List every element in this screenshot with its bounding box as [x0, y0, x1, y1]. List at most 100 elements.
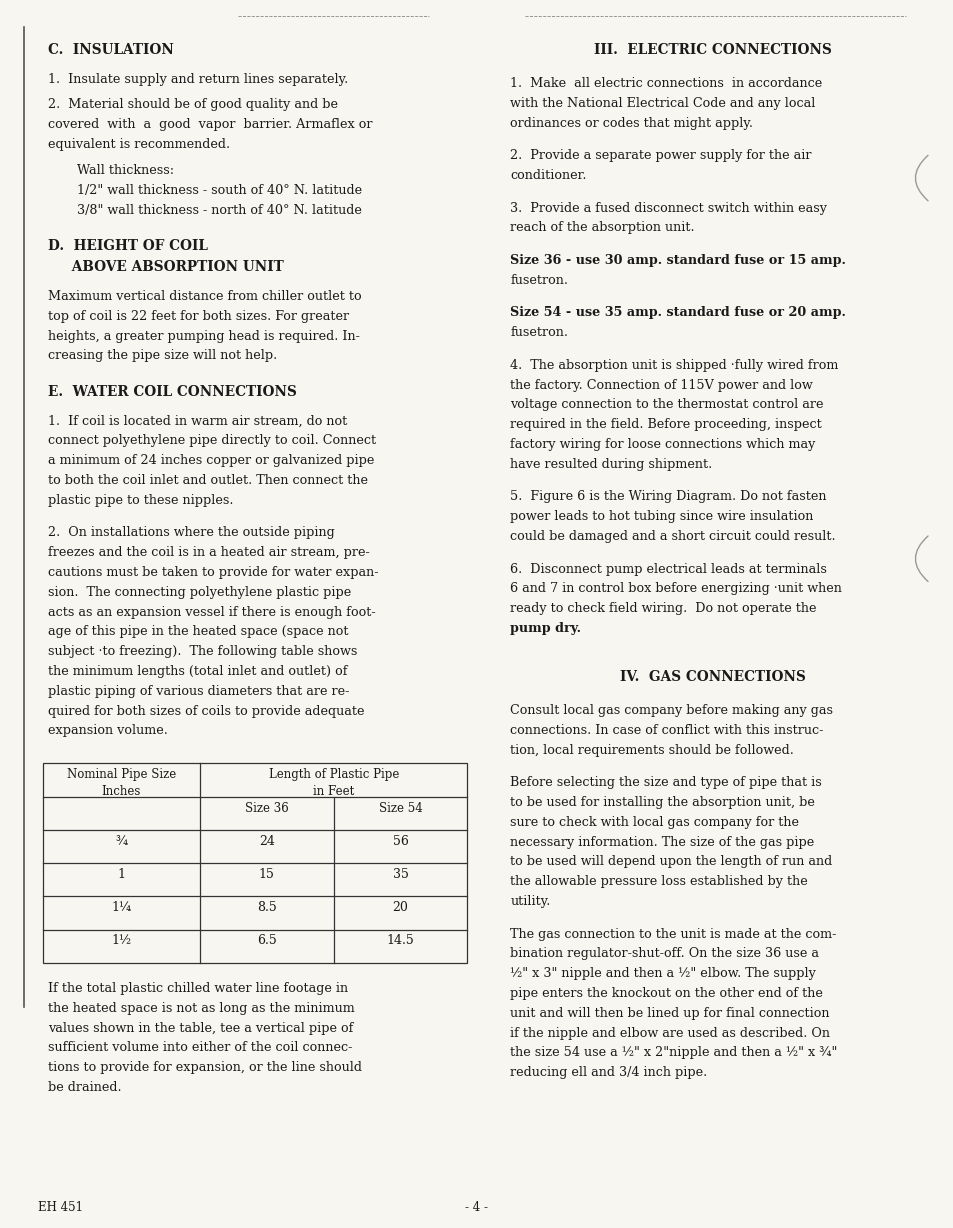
- Text: reach of the absorption unit.: reach of the absorption unit.: [510, 221, 695, 235]
- Text: Consult local gas company before making any gas: Consult local gas company before making …: [510, 704, 833, 717]
- Text: expansion volume.: expansion volume.: [48, 725, 168, 738]
- Text: 1¼: 1¼: [112, 901, 132, 914]
- Text: acts as an expansion vessel if there is enough foot-: acts as an expansion vessel if there is …: [48, 605, 375, 619]
- Text: Nominal Pipe Size: Nominal Pipe Size: [67, 769, 176, 781]
- Text: quired for both sizes of coils to provide adequate: quired for both sizes of coils to provid…: [48, 705, 364, 717]
- Text: 1½: 1½: [112, 935, 132, 948]
- Text: plastic piping of various diameters that are re-: plastic piping of various diameters that…: [48, 685, 349, 698]
- Text: 1.  Make  all electric connections  in accordance: 1. Make all electric connections in acco…: [510, 77, 821, 90]
- Text: fusetron.: fusetron.: [510, 327, 568, 339]
- Text: connect polyethylene pipe directly to coil. Connect: connect polyethylene pipe directly to co…: [48, 435, 375, 447]
- Text: Inches: Inches: [102, 785, 141, 798]
- Text: heights, a greater pumping head is required. In-: heights, a greater pumping head is requi…: [48, 329, 359, 343]
- Text: E.  WATER COIL CONNECTIONS: E. WATER COIL CONNECTIONS: [48, 384, 296, 399]
- Text: required in the field. Before proceeding, inspect: required in the field. Before proceeding…: [510, 419, 821, 431]
- Text: 2.  Material should be of good quality and be: 2. Material should be of good quality an…: [48, 98, 337, 112]
- Text: sure to check with local gas company for the: sure to check with local gas company for…: [510, 815, 799, 829]
- Text: the allowable pressure loss established by the: the allowable pressure loss established …: [510, 876, 807, 888]
- Text: If the total plastic chilled water line footage in: If the total plastic chilled water line …: [48, 982, 348, 995]
- Text: The gas connection to the unit is made at the com-: The gas connection to the unit is made a…: [510, 927, 836, 941]
- Text: the heated space is not as long as the minimum: the heated space is not as long as the m…: [48, 1002, 355, 1014]
- Text: with the National Electrical Code and any local: with the National Electrical Code and an…: [510, 97, 815, 109]
- Text: ABOVE ABSORPTION UNIT: ABOVE ABSORPTION UNIT: [48, 260, 283, 274]
- Text: 2.  On installations where the outside piping: 2. On installations where the outside pi…: [48, 527, 335, 539]
- Text: to be used for installing the absorption unit, be: to be used for installing the absorption…: [510, 796, 815, 809]
- Text: Wall thickness:: Wall thickness:: [57, 165, 174, 177]
- Text: - 4 -: - 4 -: [465, 1201, 488, 1214]
- Text: Size 54 - use 35 amp. standard fuse or 20 amp.: Size 54 - use 35 amp. standard fuse or 2…: [510, 306, 845, 319]
- Text: factory wiring for loose connections which may: factory wiring for loose connections whi…: [510, 438, 815, 451]
- Text: pipe enters the knockout on the other end of the: pipe enters the knockout on the other en…: [510, 987, 822, 1000]
- Text: top of coil is 22 feet for both sizes. For greater: top of coil is 22 feet for both sizes. F…: [48, 309, 349, 323]
- Text: Before selecting the size and type of pipe that is: Before selecting the size and type of pi…: [510, 776, 821, 790]
- Text: fusetron.: fusetron.: [510, 274, 568, 287]
- Text: 6 and 7 in control box before energizing ·unit when: 6 and 7 in control box before energizing…: [510, 582, 841, 596]
- Text: if the nipple and elbow are used as described. On: if the nipple and elbow are used as desc…: [510, 1027, 829, 1040]
- Text: 15: 15: [258, 868, 274, 880]
- Text: III.  ELECTRIC CONNECTIONS: III. ELECTRIC CONNECTIONS: [594, 43, 831, 56]
- Text: plastic pipe to these nipples.: plastic pipe to these nipples.: [48, 494, 233, 507]
- Text: could be damaged and a short circuit could result.: could be damaged and a short circuit cou…: [510, 530, 835, 543]
- Text: 3.  Provide a fused disconnect switch within easy: 3. Provide a fused disconnect switch wit…: [510, 201, 826, 215]
- Text: 6.  Disconnect pump electrical leads at terminals: 6. Disconnect pump electrical leads at t…: [510, 562, 826, 576]
- Text: 1.  Insulate supply and return lines separately.: 1. Insulate supply and return lines sepa…: [48, 72, 348, 86]
- Text: sion.  The connecting polyethylene plastic pipe: sion. The connecting polyethylene plasti…: [48, 586, 351, 599]
- Text: freezes and the coil is in a heated air stream, pre-: freezes and the coil is in a heated air …: [48, 546, 369, 559]
- Text: Size 54: Size 54: [378, 802, 422, 814]
- Text: Size 36: Size 36: [245, 802, 289, 814]
- Text: 1/2" wall thickness - south of 40° N. latitude: 1/2" wall thickness - south of 40° N. la…: [57, 184, 362, 196]
- Text: EH 451: EH 451: [38, 1201, 83, 1214]
- Text: 20: 20: [393, 901, 408, 914]
- Text: 4.  The absorption unit is shipped ·fully wired from: 4. The absorption unit is shipped ·fully…: [510, 359, 838, 372]
- Text: 14.5: 14.5: [386, 935, 414, 948]
- Text: values shown in the table, tee a vertical pipe of: values shown in the table, tee a vertica…: [48, 1022, 353, 1034]
- Text: pump dry.: pump dry.: [510, 621, 580, 635]
- Text: equivalent is recommended.: equivalent is recommended.: [48, 138, 230, 151]
- Text: to be used will depend upon the length of run and: to be used will depend upon the length o…: [510, 856, 832, 868]
- Text: have resulted during shipment.: have resulted during shipment.: [510, 458, 712, 470]
- Text: in Feet: in Feet: [313, 785, 354, 798]
- Text: cautions must be taken to provide for water expan-: cautions must be taken to provide for wa…: [48, 566, 377, 578]
- Text: to both the coil inlet and outlet. Then connect the: to both the coil inlet and outlet. Then …: [48, 474, 367, 488]
- Text: ordinances or codes that might apply.: ordinances or codes that might apply.: [510, 117, 753, 130]
- Text: conditioner.: conditioner.: [510, 169, 586, 182]
- Text: the minimum lengths (total inlet and outlet) of: the minimum lengths (total inlet and out…: [48, 666, 347, 678]
- Text: power leads to hot tubing since wire insulation: power leads to hot tubing since wire ins…: [510, 510, 813, 523]
- Text: voltage connection to the thermostat control are: voltage connection to the thermostat con…: [510, 398, 823, 411]
- Text: 35: 35: [393, 868, 408, 880]
- Text: ready to check field wiring.  Do not operate the: ready to check field wiring. Do not oper…: [510, 602, 816, 615]
- Text: a minimum of 24 inches copper or galvanized pipe: a minimum of 24 inches copper or galvani…: [48, 454, 374, 467]
- Text: necessary information. The size of the gas pipe: necessary information. The size of the g…: [510, 835, 814, 849]
- Text: bination regulator-shut-off. On the size 36 use a: bination regulator-shut-off. On the size…: [510, 947, 819, 960]
- Text: reducing ell and 3/4 inch pipe.: reducing ell and 3/4 inch pipe.: [510, 1066, 707, 1079]
- Text: D.  HEIGHT OF COIL: D. HEIGHT OF COIL: [48, 239, 208, 253]
- Text: subject ·to freezing).  The following table shows: subject ·to freezing). The following tab…: [48, 645, 356, 658]
- Text: the size 54 use a ½" x 2"nipple and then a ½" x ¾": the size 54 use a ½" x 2"nipple and then…: [510, 1046, 837, 1060]
- Text: tion, local requirements should be followed.: tion, local requirements should be follo…: [510, 743, 794, 756]
- Bar: [43, 764, 467, 963]
- Text: sufficient volume into either of the coil connec-: sufficient volume into either of the coi…: [48, 1041, 352, 1055]
- Text: 24: 24: [258, 835, 274, 847]
- Text: 1.  If coil is located in warm air stream, do not: 1. If coil is located in warm air stream…: [48, 415, 347, 427]
- Text: 2.  Provide a separate power supply for the air: 2. Provide a separate power supply for t…: [510, 150, 811, 162]
- Text: 5.  Figure 6 is the Wiring Diagram. Do not fasten: 5. Figure 6 is the Wiring Diagram. Do no…: [510, 490, 826, 503]
- Text: creasing the pipe size will not help.: creasing the pipe size will not help.: [48, 350, 276, 362]
- Text: 3/8" wall thickness - north of 40° N. latitude: 3/8" wall thickness - north of 40° N. la…: [57, 204, 362, 217]
- Text: Length of Plastic Pipe: Length of Plastic Pipe: [268, 769, 398, 781]
- Text: tions to provide for expansion, or the line should: tions to provide for expansion, or the l…: [48, 1061, 361, 1074]
- Text: covered  with  a  good  vapor  barrier. Armaflex or: covered with a good vapor barrier. Armaf…: [48, 118, 372, 131]
- Text: 8.5: 8.5: [256, 901, 276, 914]
- Text: ¾: ¾: [115, 835, 128, 847]
- Text: C.  INSULATION: C. INSULATION: [48, 43, 173, 56]
- Text: the factory. Connection of 115V power and low: the factory. Connection of 115V power an…: [510, 378, 812, 392]
- Text: Size 36 - use 30 amp. standard fuse or 15 amp.: Size 36 - use 30 amp. standard fuse or 1…: [510, 254, 845, 266]
- Text: 6.5: 6.5: [256, 935, 276, 948]
- Text: connections. In case of conflict with this instruc-: connections. In case of conflict with th…: [510, 723, 822, 737]
- Text: 56: 56: [393, 835, 408, 847]
- Text: IV.  GAS CONNECTIONS: IV. GAS CONNECTIONS: [619, 670, 805, 684]
- Text: unit and will then be lined up for final connection: unit and will then be lined up for final…: [510, 1007, 829, 1019]
- Text: 1: 1: [117, 868, 126, 880]
- Text: Maximum vertical distance from chiller outlet to: Maximum vertical distance from chiller o…: [48, 290, 361, 303]
- Text: ½" x 3" nipple and then a ½" elbow. The supply: ½" x 3" nipple and then a ½" elbow. The …: [510, 968, 816, 980]
- Text: utility.: utility.: [510, 895, 550, 907]
